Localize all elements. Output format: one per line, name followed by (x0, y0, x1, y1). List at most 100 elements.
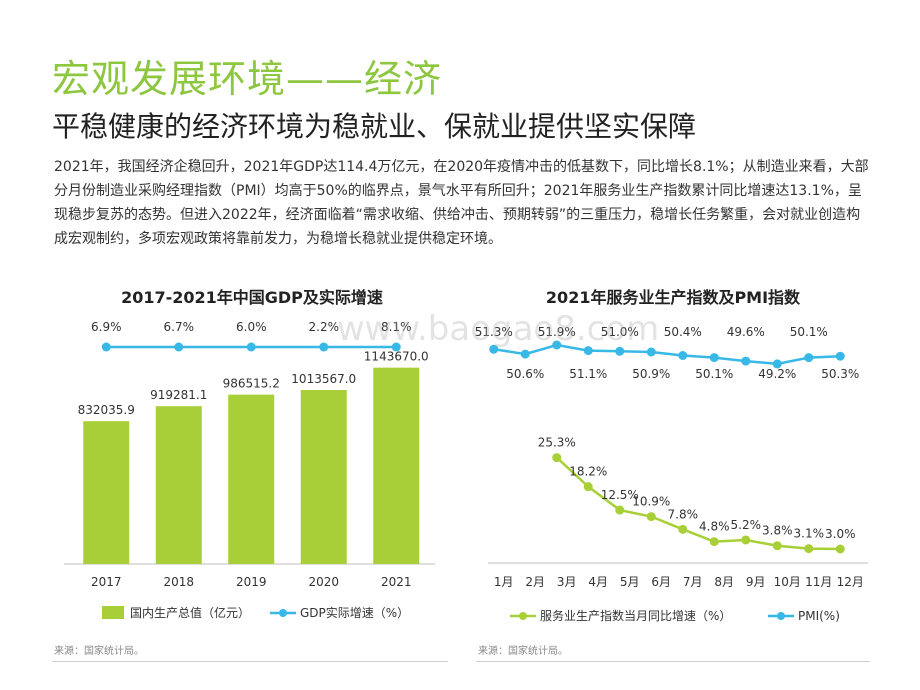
pmi-value-label: 50.1% (695, 367, 733, 381)
page-subtitle: 平稳健康的经济环境为稳就业、保就业提供坚实保障 (52, 110, 697, 143)
pmi-point (678, 351, 688, 360)
month-tick-label: 3月 (557, 575, 577, 589)
pmi-value-label: 50.6% (506, 367, 544, 381)
footer-divider-right (476, 661, 870, 662)
legend-pmi-marker (777, 612, 785, 620)
gdp-growth-label: 2.2% (309, 320, 340, 334)
gdp-x-tick-label: 2020 (308, 575, 339, 589)
month-tick-label: 11月 (805, 575, 832, 589)
pmi-point (583, 346, 593, 356)
legend-service-label: 服务业生产指数当月同比增速（%） (540, 608, 731, 623)
month-tick-label: 8月 (714, 575, 734, 589)
service-index-label: 4.8% (699, 520, 730, 534)
pmi-value-label: 51.9% (538, 325, 576, 339)
month-tick-label: 10月 (774, 575, 801, 589)
gdp-x-tick-label: 2017 (91, 575, 122, 589)
month-tick-label: 9月 (746, 575, 766, 589)
pmi-value-label: 50.1% (790, 325, 828, 339)
legend-pmi-label: PMI(%) (798, 609, 840, 623)
pmi-point (835, 351, 845, 361)
gdp-chart-title: 2017-2021年中国GDP及实际增速 (121, 288, 383, 307)
legend-growth-marker (279, 609, 287, 617)
month-tick-label: 1月 (494, 575, 514, 589)
service-index-label: 25.3% (538, 436, 576, 450)
gdp-growth-label: 6.7% (164, 320, 195, 334)
gdp-bar-label: 1143670.0 (364, 350, 429, 364)
service-index-point (646, 512, 656, 522)
service-index-label: 3.1% (794, 527, 825, 541)
service-index-point (615, 505, 625, 515)
gdp-growth-label: 6.0% (236, 320, 267, 334)
pmi-value-label: 51.0% (601, 325, 639, 339)
pmi-point (615, 346, 625, 356)
pmi-point (804, 353, 814, 363)
month-tick-label: 4月 (588, 575, 608, 589)
gdp-growth-point (319, 342, 329, 352)
gdp-x-tick-label: 2018 (163, 575, 194, 589)
gdp-x-tick-label: 2021 (381, 575, 412, 589)
pmi-value-label: 51.1% (569, 367, 607, 381)
gdp-bar-label: 986515.2 (223, 377, 280, 391)
service-index-label: 3.0% (825, 527, 856, 541)
gdp-bar (83, 421, 130, 564)
service-index-point (552, 453, 562, 463)
legend-gdp-label: 国内生产总值（亿元） (130, 605, 250, 620)
pmi-point (520, 349, 530, 359)
pmi-point (709, 353, 719, 363)
service-index-label: 5.2% (731, 518, 762, 532)
service-index-point (583, 482, 593, 492)
service-index-point (741, 535, 751, 545)
service-pmi-chart: 51.3% 50.6% 51.9% 51.1% 51.0% 50.9% 50.4% 50.1%… (475, 325, 868, 623)
month-tick-label: 2月 (525, 575, 545, 589)
legend-growth-label: GDP实际增速（%） (300, 605, 409, 620)
gdp-growth-point (391, 342, 401, 352)
pmi-line (493, 343, 841, 366)
gdp-bar (300, 390, 347, 564)
gdp-growth-point (174, 342, 184, 352)
gdp-growth-label: 8.1% (381, 320, 412, 334)
pmi-point (741, 356, 751, 366)
gdp-bar-label: 1013567.0 (291, 372, 356, 386)
pmi-point (646, 347, 656, 357)
service-index-point (835, 544, 845, 554)
month-tick-label: 7月 (683, 575, 703, 589)
service-index-label: 10.9% (632, 495, 670, 509)
gdp-bar (155, 406, 202, 564)
pmi-value-label: 50.3% (821, 367, 859, 381)
pmi-point (489, 344, 499, 354)
pmi-value-label: 50.4% (664, 325, 702, 339)
gdp-bar-label: 832035.9 (78, 403, 135, 417)
legend-service-marker (519, 612, 527, 620)
gdp-bar (373, 367, 420, 564)
gdp-growth-label: 6.9% (91, 320, 122, 334)
page-title: 宏观发展环境——经济 (52, 57, 443, 101)
pmi-value-label: 50.9% (632, 367, 670, 381)
service-index-point (772, 541, 782, 551)
gdp-bar (228, 394, 275, 564)
service-index-point (678, 524, 688, 534)
gdp-chart: 832035.9 2017 919281.1 2018 986515.2 2019 1013… (64, 320, 435, 620)
service-index-line (555, 456, 841, 551)
month-tick-label: 5月 (620, 575, 640, 589)
gdp-bar-label: 919281.1 (150, 388, 207, 402)
service-index-label: 3.8% (762, 524, 793, 538)
service-index-point (709, 537, 719, 547)
month-tick-label: 6月 (651, 575, 671, 589)
service-index-label: 18.2% (569, 465, 607, 479)
gdp-x-tick-label: 2019 (236, 575, 267, 589)
gdp-growth-point (101, 342, 111, 352)
pmi-point (552, 340, 562, 350)
month-tick-label: 12月 (837, 575, 864, 589)
intro-paragraph: 2021年，我国经济企稳回升，2021年GDP达114.4万亿元，在2020年疫… (54, 159, 869, 247)
service-index-label: 7.8% (668, 507, 699, 521)
service-index-label: 12.5% (601, 488, 639, 502)
watermark: www.baogao8.com (337, 309, 660, 349)
source-note-right: 来源：国家统计局。 (478, 646, 568, 657)
service-pmi-chart-title: 2021年服务业生产指数及PMI指数 (546, 288, 801, 307)
legend-gdp-swatch (102, 606, 124, 619)
footer-divider-left (52, 661, 448, 662)
source-note-left: 来源：国家统计局。 (54, 646, 144, 657)
pmi-point (772, 359, 782, 369)
pmi-value-label: 51.3% (475, 325, 513, 339)
